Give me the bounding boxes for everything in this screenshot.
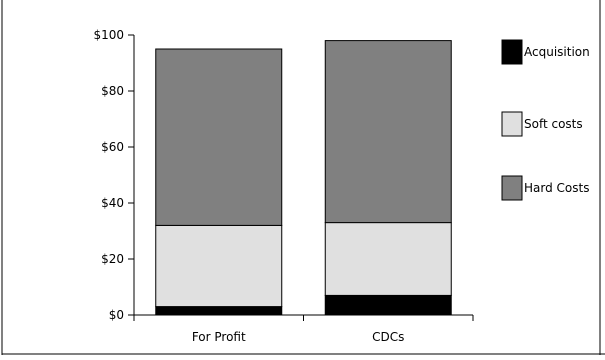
y-tick-label: $60 [101,140,124,154]
legend-swatch [501,39,523,65]
x-tick-labels: For Profit CDCs [192,330,405,344]
legend: Acquisition Soft costs Hard Costs [501,39,590,201]
legend-label: Soft costs [524,117,583,131]
y-tick-label: $40 [101,196,124,210]
legend-swatch [501,111,523,137]
bar-segment-hard-costs [155,48,283,226]
bar-segment-hard-costs [324,40,452,224]
bar-segment-acquisition [324,294,452,316]
y-tick-label: $80 [101,84,124,98]
y-tick-label: $20 [101,252,124,266]
bars [155,40,452,316]
y-tick-label: $0 [109,308,124,322]
bar-segment-soft-costs [155,224,283,308]
x-tick-label: For Profit [192,330,246,344]
bar-segment-soft-costs [324,222,452,296]
legend-label: Acquisition [524,45,590,59]
bar-segment-acquisition [155,306,283,316]
legend-label: Hard Costs [524,181,589,195]
legend-swatch [501,175,523,201]
axes: $0 $20 $40 $60 $80 $100 [93,28,474,322]
y-tick-label: $100 [93,28,124,42]
x-tick-label: CDCs [372,330,404,344]
